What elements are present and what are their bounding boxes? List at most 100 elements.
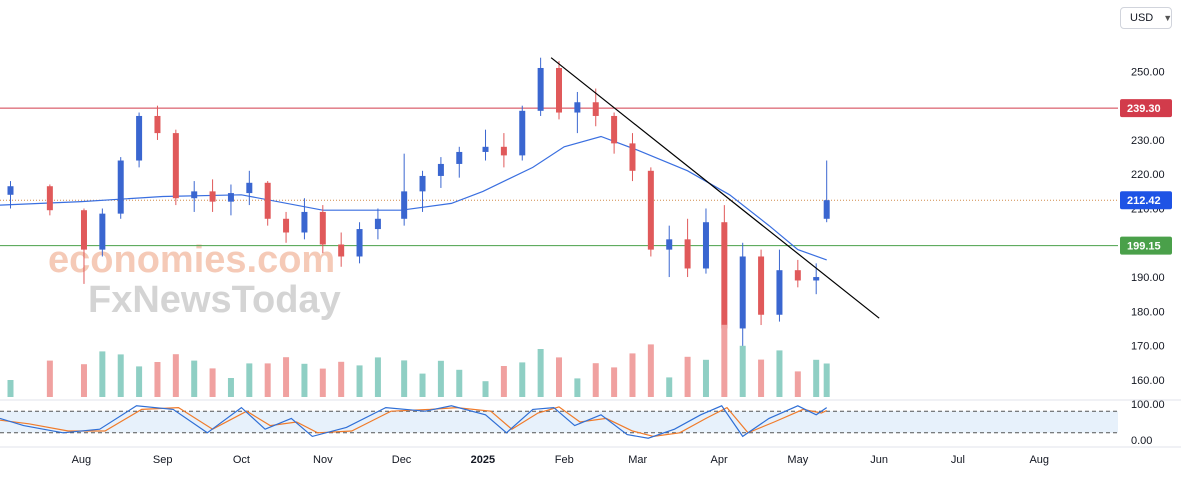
- volume-bar: [191, 360, 198, 397]
- candle-body: [574, 102, 581, 113]
- volume-bar: [319, 368, 326, 397]
- candle-body: [338, 244, 345, 257]
- candle-body: [702, 222, 709, 269]
- volume-bar: [611, 367, 618, 397]
- volume-bar: [264, 363, 271, 397]
- volume-bar: [739, 345, 746, 397]
- candle-body: [739, 256, 746, 329]
- candle-body: [823, 200, 830, 219]
- axes: 250.00240.00230.00220.00210.00200.00190.…: [0, 66, 1181, 466]
- volume-bar: [556, 357, 562, 397]
- candle-body: [758, 256, 765, 315]
- candle-body: [374, 218, 381, 230]
- volume-bar: [338, 361, 345, 397]
- candle-body: [264, 182, 271, 219]
- candle-body: [611, 115, 618, 144]
- candle-body: [401, 191, 408, 219]
- x-tick-label: Oct: [233, 454, 250, 466]
- x-tick-label: May: [787, 454, 808, 466]
- volume-bar: [684, 356, 691, 397]
- candle-body: [794, 270, 801, 281]
- candle-body: [537, 67, 544, 111]
- volume-bar: [227, 378, 234, 397]
- stochastic-tick-label: 0.00: [1131, 435, 1152, 447]
- candle-body: [80, 210, 87, 250]
- candle-body: [500, 146, 507, 156]
- candle-body: [46, 186, 53, 211]
- candle-body: [592, 102, 599, 116]
- volume-bar: [592, 363, 599, 397]
- candle-body: [283, 218, 290, 233]
- volume-bar: [758, 359, 765, 397]
- volume-bar: [456, 369, 463, 397]
- y-tick-label: 180.00: [1131, 306, 1165, 318]
- volume-bar: [283, 357, 290, 397]
- volume-bar: [482, 381, 489, 397]
- y-tick-label: 230.00: [1131, 135, 1165, 147]
- volume-bar: [437, 360, 444, 397]
- volume-bar: [46, 360, 53, 397]
- candle-body: [117, 160, 124, 214]
- volume-bar: [117, 354, 124, 397]
- volume-pane: [7, 324, 830, 397]
- stochastic-d-line: [0, 406, 827, 438]
- x-tick-label: Aug: [1029, 454, 1049, 466]
- x-tick-label: Mar: [628, 454, 647, 466]
- candle-body: [776, 270, 783, 315]
- candle-body: [419, 175, 426, 192]
- y-tick-label: 190.00: [1131, 272, 1165, 284]
- currency-selector[interactable]: USD ▼: [1120, 7, 1172, 29]
- trendline: [550, 57, 880, 319]
- candle-body: [647, 170, 654, 250]
- watermark-fxnewstoday: FxNewsToday: [88, 279, 341, 321]
- stochastic-tick-label: 100.00: [1131, 399, 1165, 411]
- candle-body: [482, 146, 489, 152]
- volume-bar: [154, 362, 161, 397]
- candle-body: [356, 229, 363, 257]
- support-label: 199.15: [1127, 241, 1161, 253]
- x-tick-label: 2025: [471, 454, 495, 466]
- candle-body: [319, 211, 326, 245]
- candle-body: [629, 143, 636, 171]
- current-price-label: 212.42: [1127, 195, 1161, 207]
- volume-bar: [209, 368, 216, 397]
- resistance-badge: [1120, 99, 1172, 118]
- candle-body: [7, 186, 14, 195]
- volume-bar: [419, 373, 426, 397]
- support-badge: [1120, 236, 1172, 255]
- chevron-down-icon: ▼: [1163, 13, 1173, 23]
- x-tick-label: Feb: [555, 454, 574, 466]
- volume-bar: [813, 359, 820, 397]
- stochastic-band: [0, 411, 1118, 433]
- volume-bar: [537, 349, 544, 397]
- volume-bar: [823, 363, 830, 397]
- volume-bar: [647, 344, 654, 397]
- candle-body: [136, 115, 143, 161]
- x-tick-label: Jul: [951, 454, 965, 466]
- candle-body: [666, 239, 673, 250]
- y-tick-label: 170.00: [1131, 341, 1165, 353]
- volume-bar: [776, 350, 783, 397]
- volume-bar: [7, 380, 14, 397]
- volume-bar: [136, 366, 143, 397]
- candle-body: [154, 115, 161, 134]
- candle-body: [301, 211, 308, 233]
- y-tick-label: 250.00: [1131, 66, 1165, 78]
- volume-bar: [574, 378, 581, 397]
- volume-bar: [721, 324, 728, 397]
- candle-body: [684, 239, 691, 269]
- volume-bar: [702, 359, 709, 397]
- volume-bar: [401, 360, 408, 397]
- x-tick-label: Dec: [392, 454, 412, 466]
- volume-bar: [794, 371, 801, 397]
- y-tick-label: 220.00: [1131, 169, 1165, 181]
- candle-body: [246, 182, 253, 194]
- candle-body: [99, 213, 106, 250]
- resistance-label: 239.30: [1127, 103, 1161, 115]
- candle-body: [556, 67, 562, 113]
- x-tick-label: Aug: [72, 454, 92, 466]
- volume-bar: [172, 354, 179, 397]
- volume-bar: [99, 351, 106, 397]
- volume-bar: [629, 353, 636, 397]
